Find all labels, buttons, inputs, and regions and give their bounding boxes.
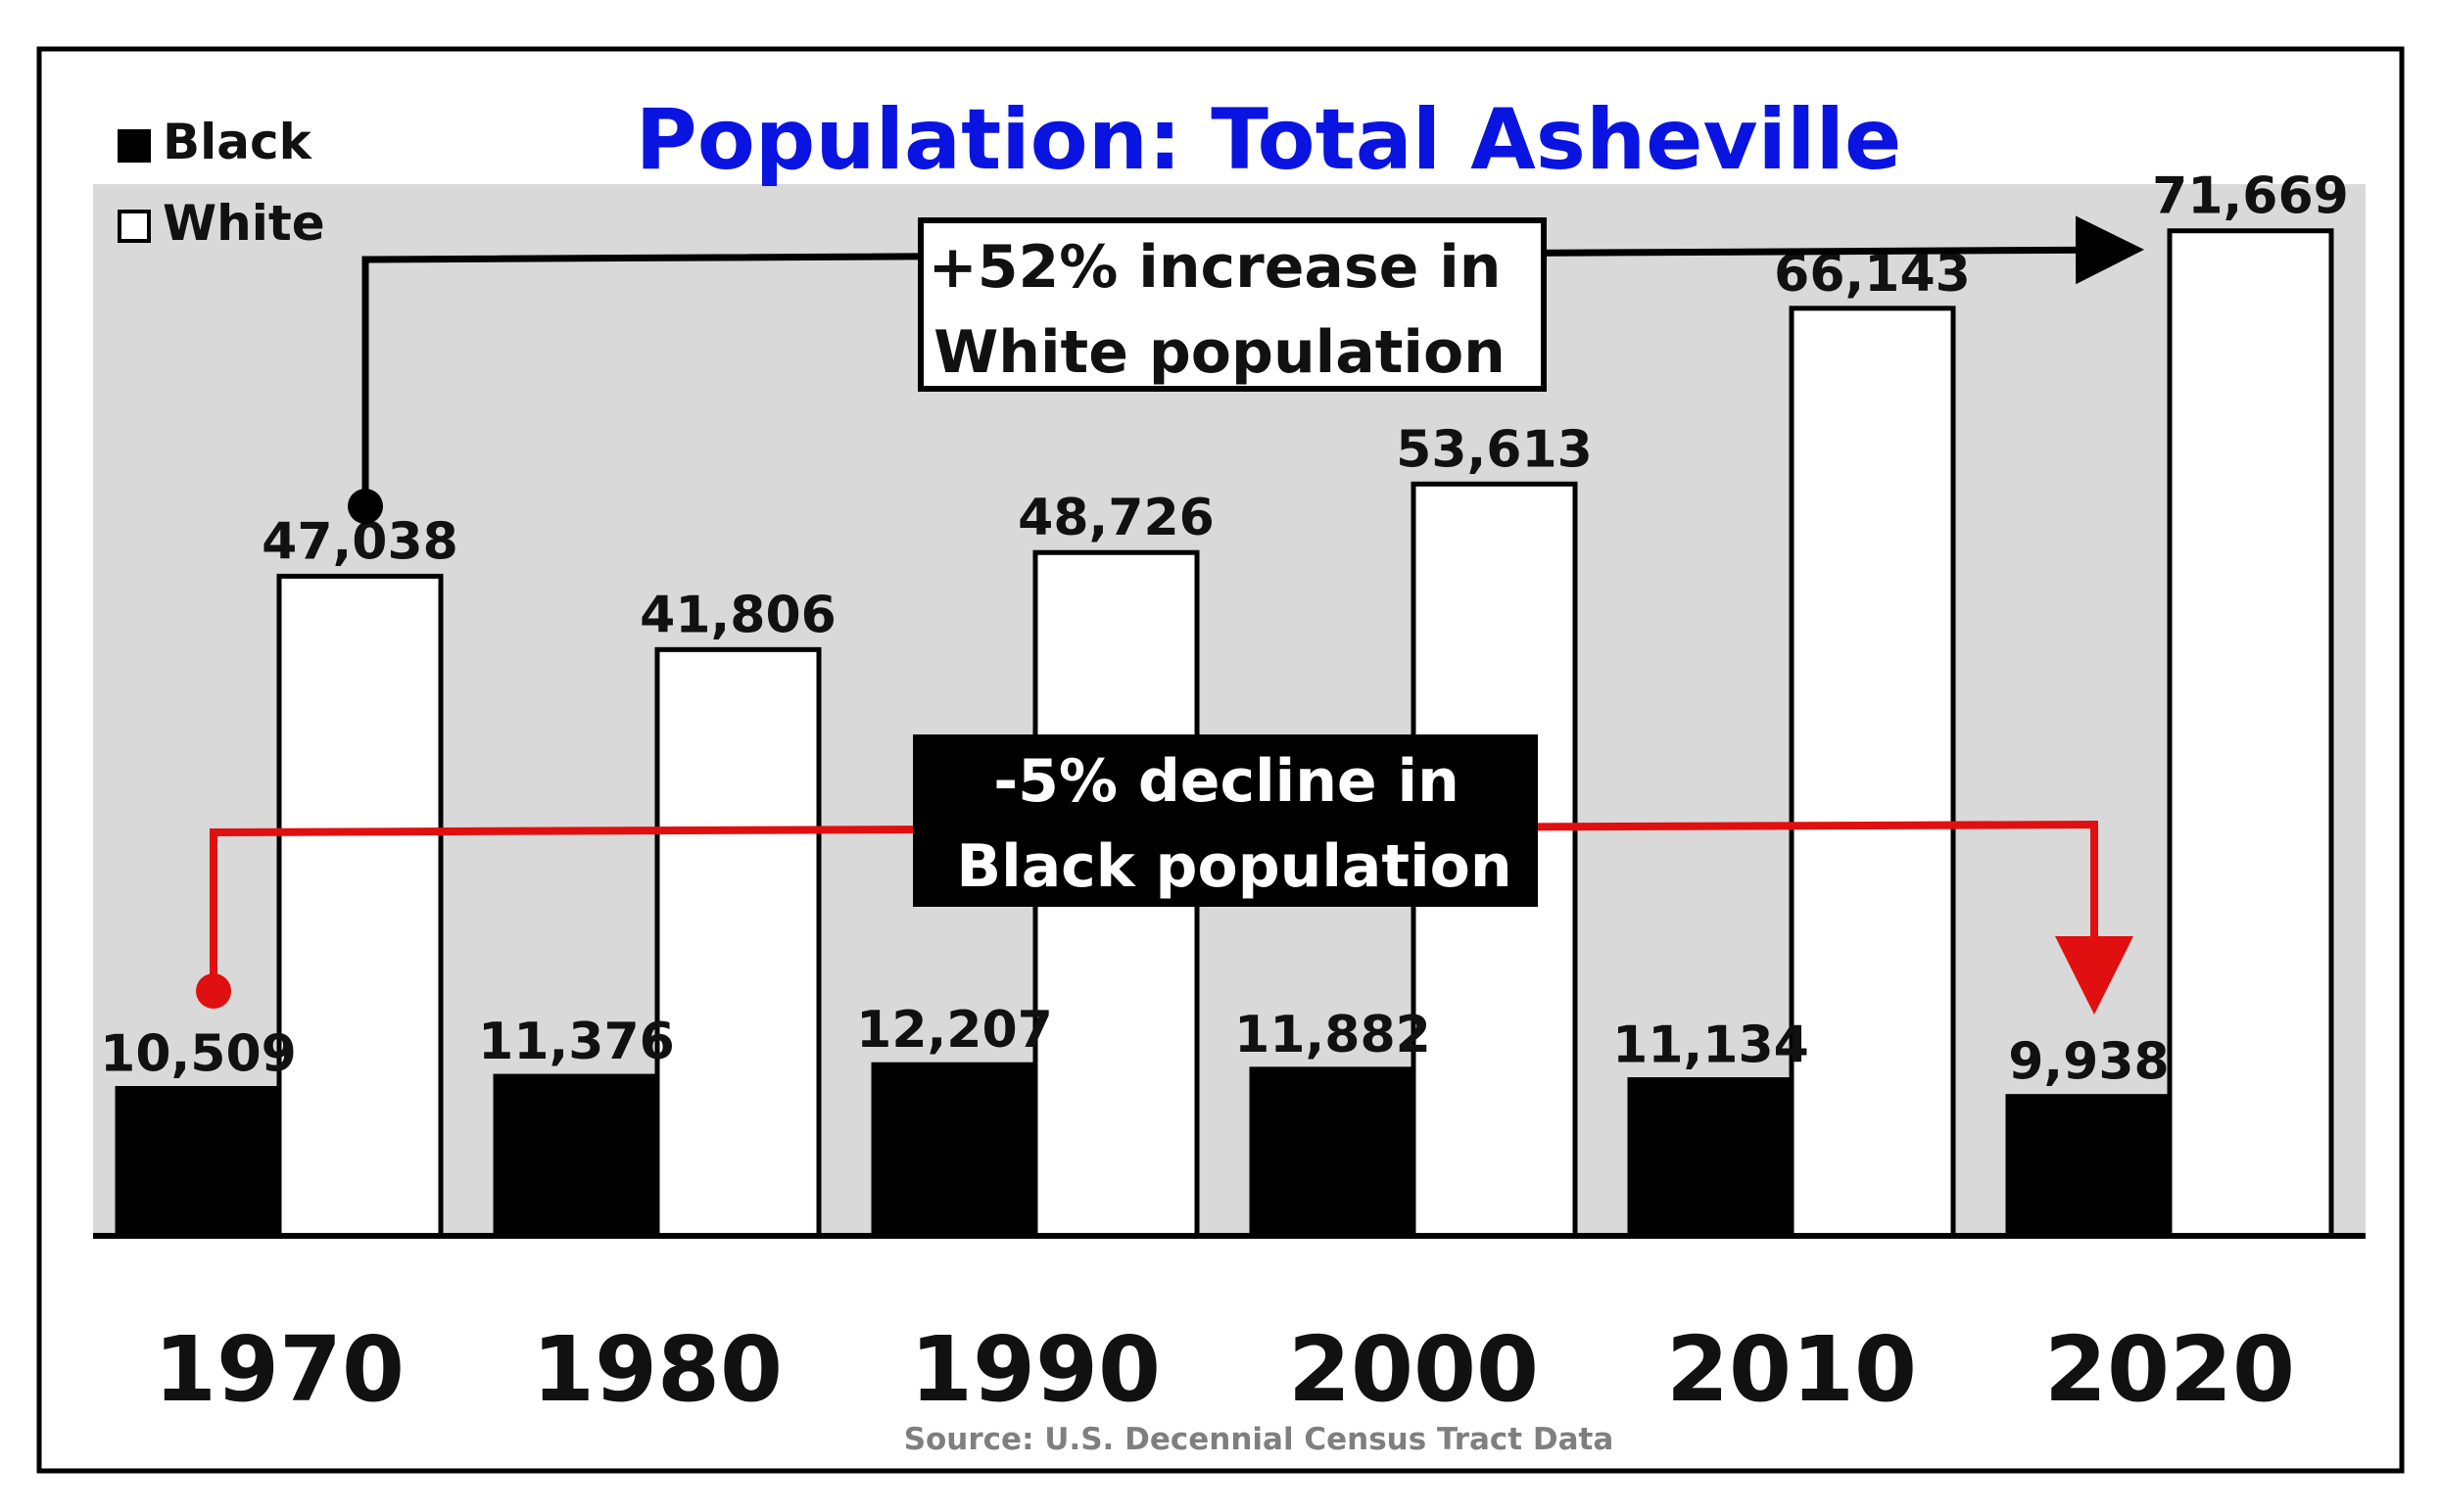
white-increase-line2: White population: [933, 318, 1506, 387]
legend-swatch-black: [118, 129, 151, 163]
black-decline-start-dot: [196, 973, 231, 1009]
legend: Black White: [118, 114, 325, 252]
value-label-black-2020: 9,938: [2008, 1033, 2169, 1092]
bar-black-1970: [115, 1086, 282, 1239]
bar-white-1980: [654, 646, 822, 1239]
legend-label-white: White: [163, 195, 325, 252]
category-label-2000: 2000: [1288, 1317, 1539, 1422]
bar-black-1990: [871, 1062, 1038, 1239]
bar-black-2010: [1627, 1077, 1794, 1239]
black-decline-line1: -5% decline in: [993, 747, 1459, 816]
white-increase-box: [918, 217, 1547, 392]
legend-label-black: Black: [163, 114, 313, 170]
white-increase-line1: +52% increase in: [929, 233, 1502, 302]
chart-title: Population: Total Asheville: [636, 91, 1902, 189]
source-note: Source: U.S. Decennial Census Tract Data: [904, 1422, 1614, 1457]
white-increase-annotation: +52% increase in White population: [348, 215, 2144, 524]
value-label-black-2000: 11,882: [1234, 1006, 1431, 1064]
category-label-1970: 1970: [154, 1317, 405, 1422]
bar-white-1970: [276, 573, 444, 1239]
category-label-1990: 1990: [910, 1317, 1161, 1422]
value-label-black-2010: 11,134: [1612, 1016, 1809, 1075]
category-label-2010: 2010: [1666, 1317, 1917, 1422]
value-label-black-1990: 12,207: [856, 1001, 1053, 1060]
value-label-white-2020: 71,669: [2152, 167, 2349, 226]
black-decline-annotation: -5% decline in Black population: [196, 734, 2133, 1015]
category-labels: 1970 1980 1990 2000 2010 2020: [154, 1317, 2295, 1422]
bar-black-2020: [2005, 1094, 2173, 1239]
bar-black-1980: [493, 1073, 660, 1239]
value-label-black-1970: 10,509: [100, 1025, 297, 1084]
black-decline-line2: Black population: [956, 832, 1511, 901]
value-label-white-2000: 53,613: [1396, 420, 1593, 479]
bar-white-2020: [2167, 228, 2334, 1239]
bar-white-2010: [1789, 306, 1956, 1239]
category-label-2020: 2020: [2044, 1317, 2295, 1422]
black-decline-box: [913, 734, 1538, 907]
category-label-1980: 1980: [532, 1317, 783, 1422]
bar-black-2000: [1249, 1066, 1416, 1239]
legend-swatch-white: [118, 210, 151, 243]
value-label-white-1980: 41,806: [640, 586, 837, 644]
value-label-black-1980: 11,376: [478, 1013, 675, 1071]
white-increase-start-dot: [348, 489, 383, 524]
value-label-white-1990: 48,726: [1018, 489, 1215, 547]
